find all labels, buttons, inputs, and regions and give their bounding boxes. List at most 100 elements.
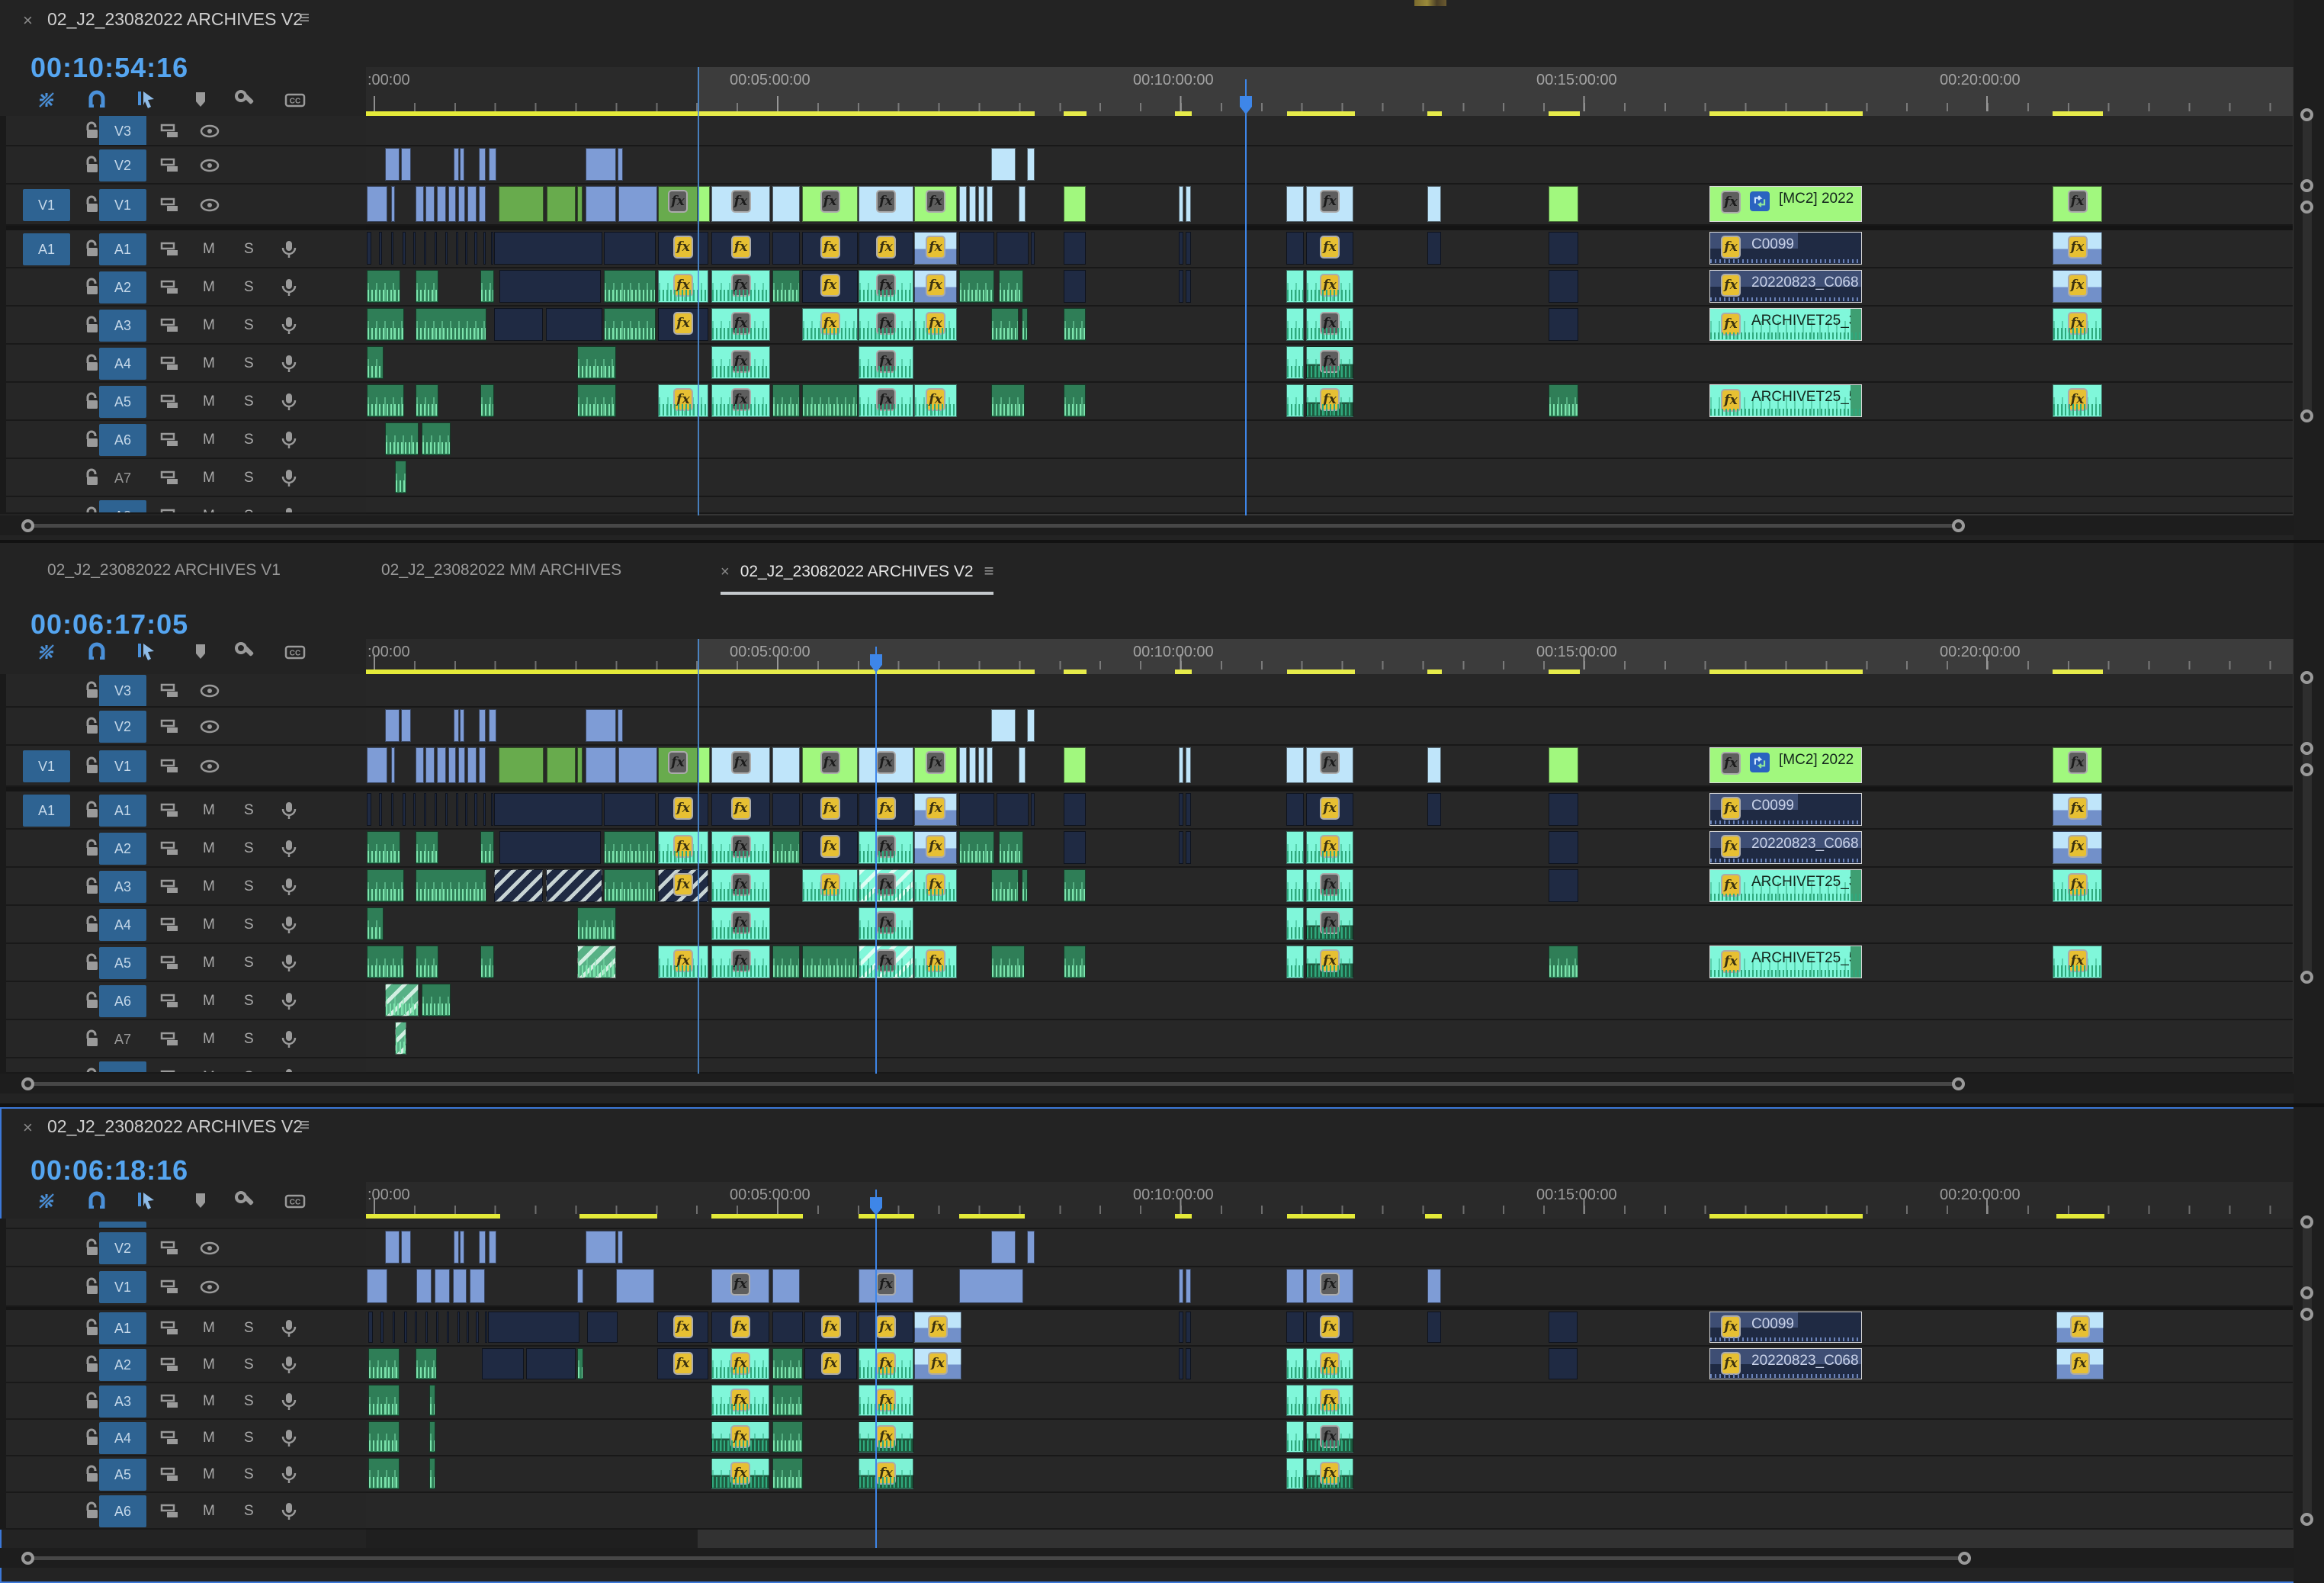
clip[interactable]: fx [2056, 1348, 2104, 1379]
clip[interactable]: fx [711, 793, 770, 826]
clip[interactable]: fx [859, 232, 913, 265]
clip-C0099[interactable]: fx C0099 [1709, 793, 1862, 826]
clip[interactable] [618, 709, 623, 742]
clip[interactable] [499, 186, 544, 222]
clip[interactable] [485, 1312, 487, 1343]
clip[interactable] [445, 793, 448, 826]
clip[interactable] [391, 232, 393, 265]
track-output-icon[interactable] [159, 799, 181, 822]
clip[interactable] [429, 1385, 435, 1416]
clip[interactable] [1286, 384, 1304, 417]
track-header-V1[interactable]: V1 V1 [6, 185, 372, 226]
clip[interactable] [577, 946, 616, 978]
track-lane-A3[interactable]: fx fx fx [366, 1383, 2293, 1420]
track-badge-A4[interactable]: A4 [99, 1422, 146, 1454]
clip[interactable]: fx [1306, 308, 1353, 341]
clip[interactable] [1286, 1421, 1304, 1453]
clip[interactable] [401, 709, 411, 742]
playhead-handle[interactable] [1240, 96, 1252, 114]
clip[interactable] [772, 1421, 803, 1453]
clip[interactable] [616, 1269, 654, 1303]
clip[interactable] [367, 232, 371, 265]
track-header-A2[interactable]: A2 M S [6, 830, 372, 868]
panel-menu-icon[interactable]: ≡ [299, 1115, 310, 1135]
clip[interactable] [367, 907, 384, 940]
track-output-icon[interactable] [159, 390, 181, 413]
clip[interactable]: fx [658, 793, 708, 826]
clip-[MC2] 2022[interactable]: fx [MC2] 2022 [1709, 186, 1862, 222]
toggle-track-visibility-icon[interactable] [198, 715, 221, 738]
clip[interactable]: fx [1306, 946, 1353, 978]
clip[interactable] [577, 747, 583, 783]
clip[interactable] [437, 747, 446, 783]
track-lane-V2[interactable] [366, 146, 2293, 185]
mute-button[interactable]: M [203, 802, 215, 818]
zoom-handle-right[interactable] [1958, 1552, 1971, 1565]
clip[interactable] [772, 1458, 803, 1489]
track-output-icon[interactable] [159, 1390, 181, 1413]
solo-button[interactable]: S [244, 393, 254, 409]
voiceover-record-icon[interactable] [278, 1463, 300, 1486]
track-output-icon[interactable] [159, 679, 181, 702]
clip[interactable]: fx [711, 907, 770, 940]
track-header-V2[interactable]: V2 [6, 1229, 372, 1267]
mute-button[interactable]: M [203, 917, 215, 933]
clip[interactable]: fx [2053, 747, 2102, 783]
mute-button[interactable]: M [203, 279, 215, 295]
clip[interactable] [482, 1348, 524, 1379]
track-output-icon[interactable] [159, 990, 181, 1013]
mute-button[interactable]: M [203, 1393, 215, 1409]
lock-icon[interactable] [81, 505, 104, 512]
clip[interactable] [391, 747, 395, 783]
clip[interactable] [445, 232, 448, 265]
horizontal-zoom-scrollbar[interactable] [0, 515, 2294, 535]
clip[interactable] [546, 308, 602, 341]
clip[interactable] [959, 186, 967, 222]
clip[interactable] [1286, 346, 1304, 379]
track-header-A7[interactable]: A7 M S [6, 459, 372, 497]
playhead-timecode[interactable]: 00:10:54:16 [30, 52, 189, 83]
scrollbar-thumb[interactable] [27, 524, 1958, 528]
clip[interactable] [494, 308, 543, 341]
clip[interactable] [479, 1231, 486, 1264]
clip[interactable] [1286, 308, 1304, 341]
track-badge-A7[interactable]: A7 [114, 470, 132, 486]
clip[interactable]: fx [2053, 186, 2102, 222]
lock-icon[interactable] [81, 1066, 104, 1072]
track-lane-V1[interactable]: fx fx fx [366, 1267, 2293, 1307]
track-badge-A1[interactable]: A1 [99, 1312, 146, 1344]
track-badge-A2[interactable]: A2 [99, 271, 146, 303]
voiceover-record-icon[interactable] [278, 429, 300, 451]
track-output-icon[interactable] [159, 1237, 181, 1260]
clip[interactable] [413, 793, 416, 826]
clip[interactable] [385, 984, 419, 1016]
clip[interactable] [480, 831, 494, 864]
clip[interactable]: fx [802, 270, 858, 303]
track-lane-A1[interactable]: fx fx fx fx fx fx fx C0099 fx [366, 1310, 2293, 1347]
track-header-A3[interactable]: A3 M S [6, 868, 372, 906]
track-output-icon[interactable] [159, 952, 181, 975]
clip[interactable] [367, 869, 404, 902]
toggle-track-visibility-icon[interactable] [198, 679, 221, 702]
clip[interactable]: fx [2053, 869, 2102, 902]
clip[interactable] [1179, 831, 1183, 864]
clip[interactable] [436, 1312, 438, 1343]
clip[interactable]: fx [711, 831, 770, 864]
track-header-A6[interactable]: A6 M S [6, 421, 372, 459]
clip[interactable]: fx [859, 946, 913, 978]
timeline-settings-icon[interactable] [233, 1190, 259, 1215]
clip[interactable] [1286, 946, 1304, 978]
track-output-icon[interactable] [159, 467, 181, 490]
tab-mm-archives[interactable]: 02_J2_23082022 MM ARCHIVES [381, 561, 622, 579]
track-header-A4[interactable]: A4 M S [6, 906, 372, 944]
clip[interactable]: fx [711, 869, 770, 902]
clip[interactable] [1186, 1312, 1191, 1343]
clip-20220823_C068[interactable]: fx 20220823_C068 [1709, 1348, 1862, 1379]
track-badge-V3[interactable]: V3 [99, 116, 146, 145]
track-badge-A2[interactable]: A2 [99, 1349, 146, 1381]
clip[interactable] [1286, 793, 1304, 826]
track-output-icon[interactable] [159, 1427, 181, 1450]
clip[interactable] [1031, 232, 1035, 265]
clip[interactable]: fx [804, 1312, 857, 1343]
clip[interactable] [458, 186, 465, 222]
